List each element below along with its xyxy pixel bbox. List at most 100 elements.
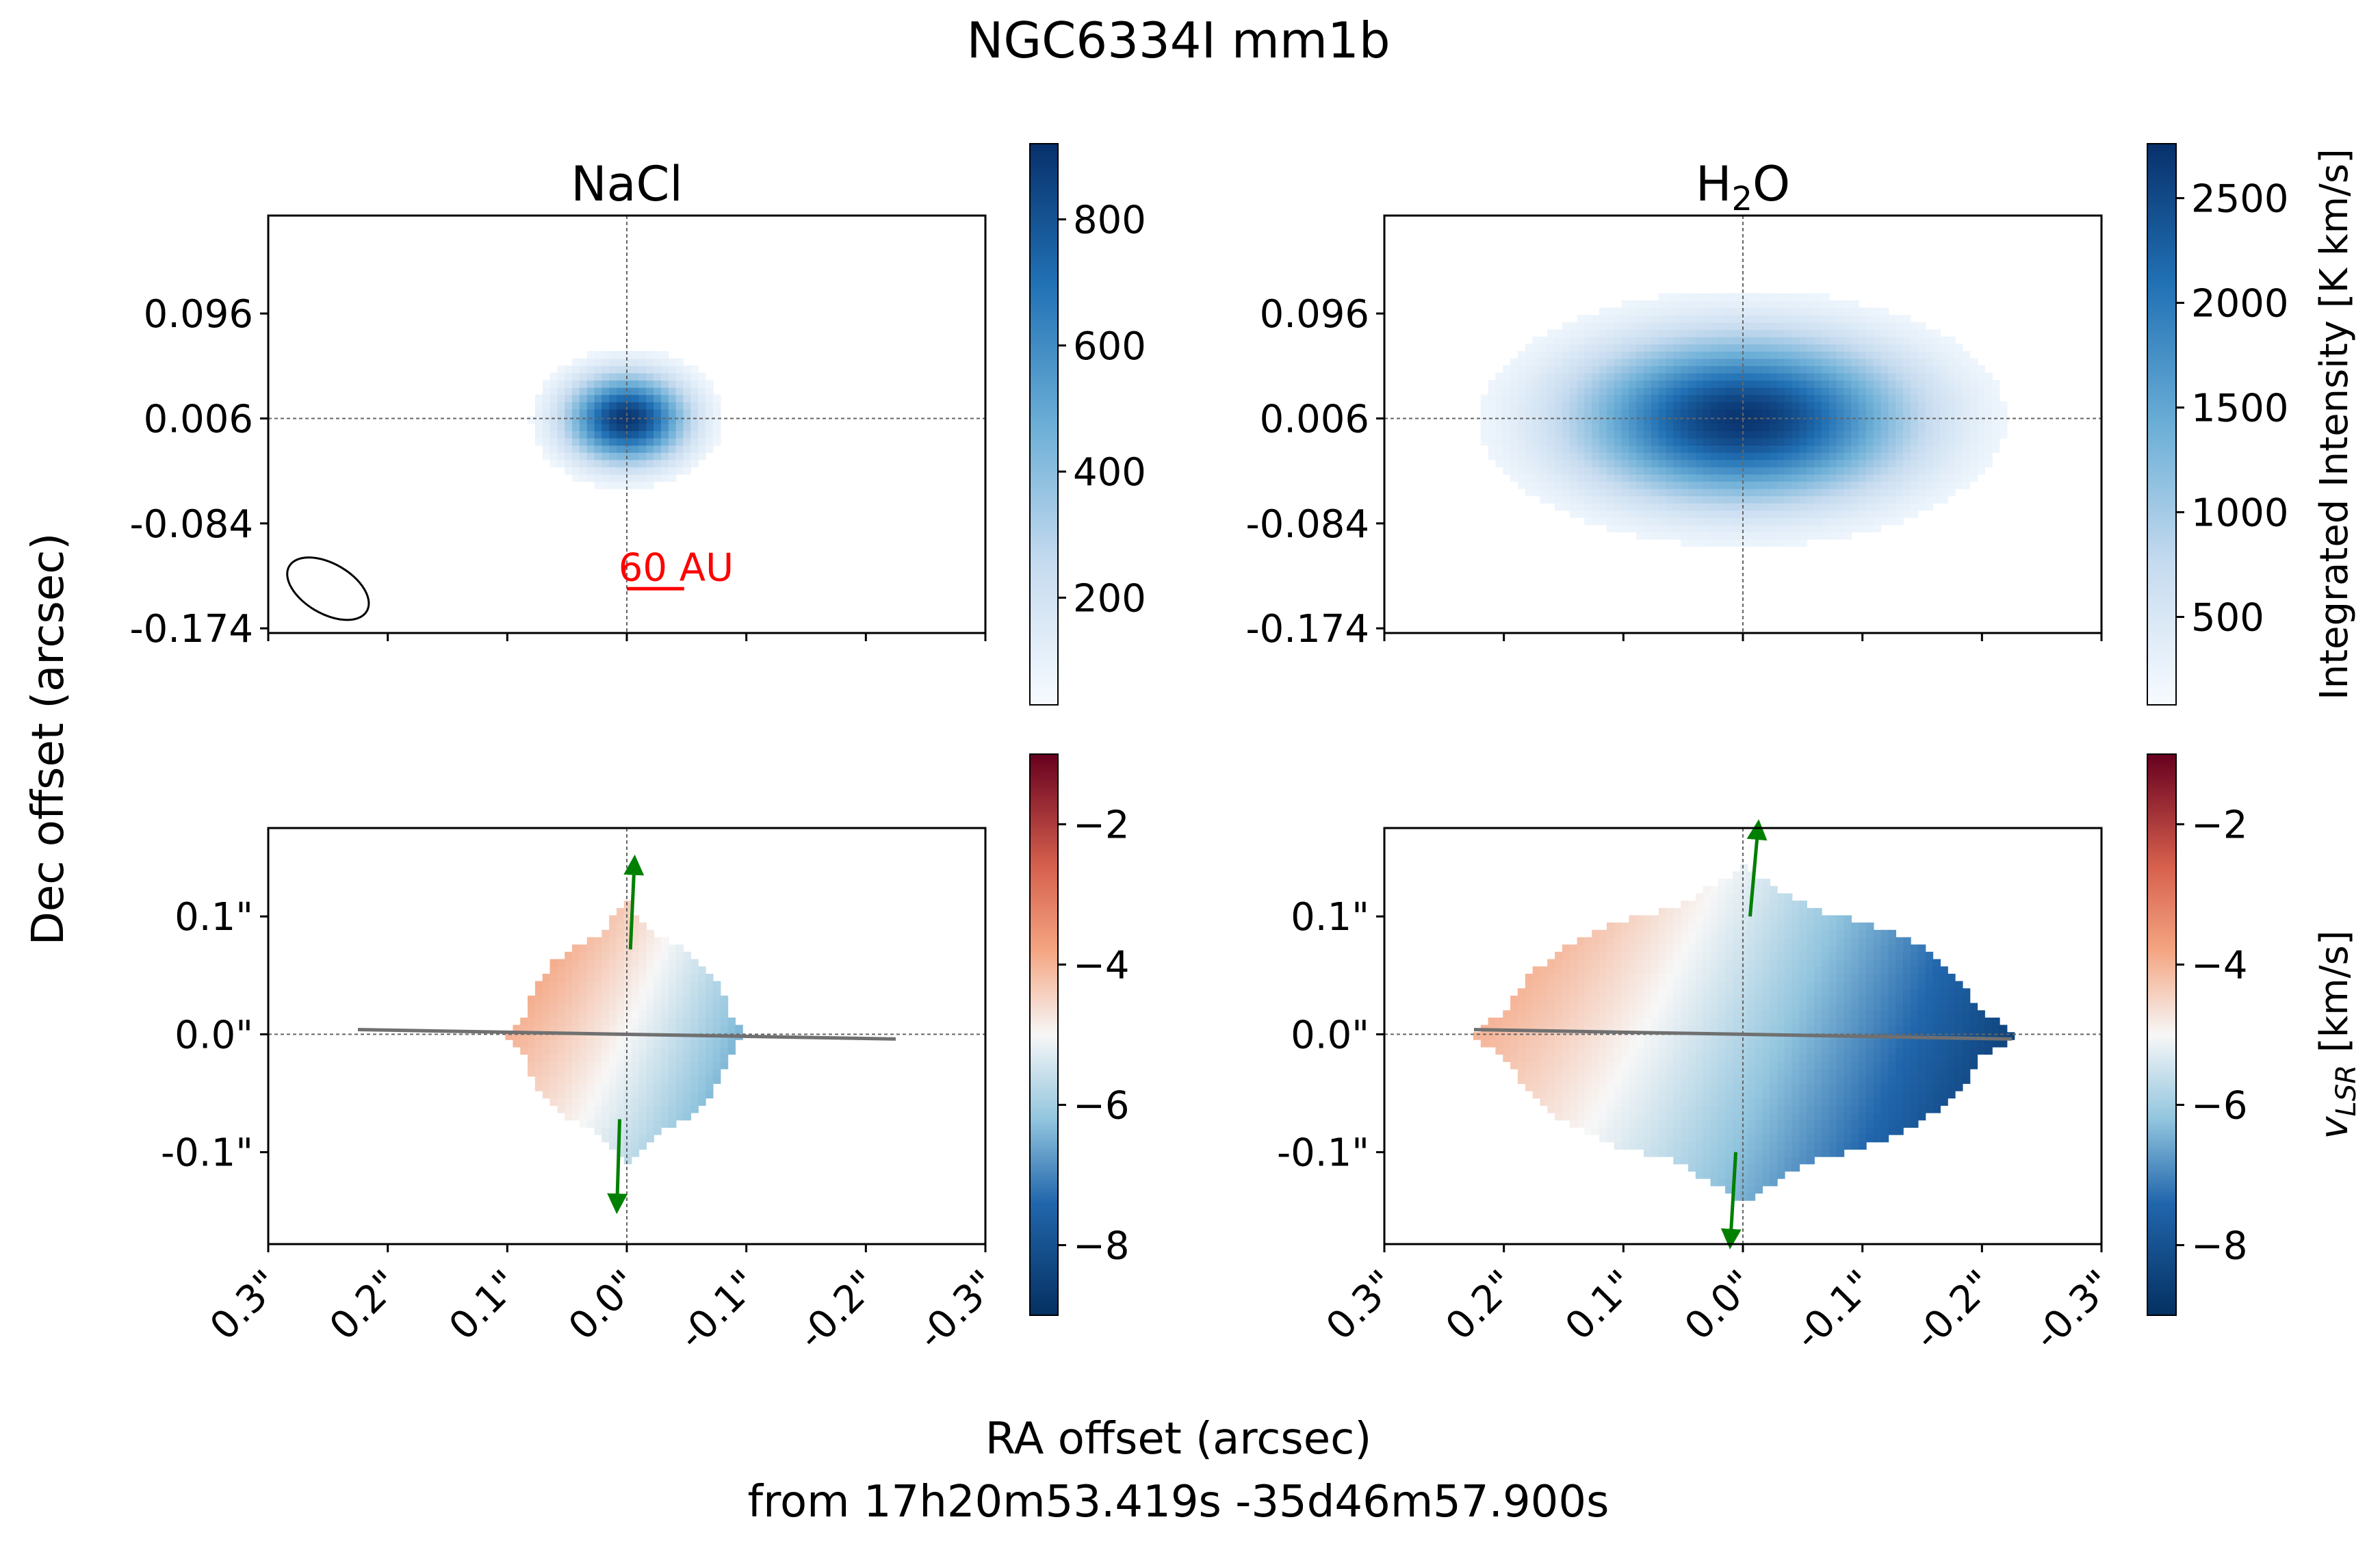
map-pixel [1755,495,1763,504]
map-pixel [1718,951,1726,960]
map-pixel [1569,459,1578,467]
map-pixel [1814,988,1822,996]
map-pixel [1733,1024,1741,1033]
map-pixel [594,1112,603,1121]
map-pixel [631,1054,640,1062]
map-pixel [1584,495,1592,504]
map-pixel [1851,1076,1859,1084]
map-pixel [542,1024,551,1033]
map-pixel [690,1090,699,1099]
map-pixel [727,1039,736,1048]
map-pixel [1658,430,1667,439]
map-pixel [1666,437,1674,446]
map-pixel [1851,380,1859,388]
map-pixel [1792,901,1800,909]
map-pixel [1525,1032,1534,1040]
map-pixel [1821,488,1830,497]
map-pixel [557,416,565,424]
map-pixel [1710,532,1719,540]
map-pixel [1540,1018,1548,1026]
map-pixel [1792,995,1800,1004]
x-axis-label-line1: RA offset (arcsec) [985,1414,1372,1464]
map-pixel [1777,915,1785,923]
map-pixel [1948,452,1956,461]
map-pixel [1532,416,1541,424]
map-pixel [1762,387,1770,396]
map-pixel [1695,445,1704,453]
map-pixel [1606,488,1615,497]
map-pixel [1592,1076,1600,1084]
map-pixel [1599,481,1607,489]
map-pixel [1799,1061,1807,1070]
map-pixel [1880,1098,1889,1106]
map-pixel [1747,445,1756,453]
y-tick-label: 0.006 [144,397,253,441]
map-pixel [1532,1054,1541,1062]
map-pixel [1651,409,1659,417]
map-pixel [1836,1024,1845,1033]
map-pixel [1784,1010,1793,1018]
map-pixel [572,966,580,974]
map-pixel [1747,437,1756,446]
map-pixel [1896,1083,1904,1092]
map-pixel [646,365,654,374]
map-pixel [1592,409,1600,417]
map-pixel [1770,907,1778,916]
map-pixel [1681,344,1689,352]
map-pixel [1703,1076,1711,1084]
map-pixel [1517,1010,1526,1018]
map-pixel [1873,1076,1882,1084]
map-pixel [654,416,662,424]
map-pixel [1525,358,1534,366]
map-pixel [549,1018,558,1026]
map-pixel [1844,951,1852,960]
map-pixel [698,973,706,982]
map-pixel [1584,951,1592,960]
map-pixel [609,1127,617,1135]
map-pixel [1873,1127,1882,1135]
map-pixel [1880,1120,1889,1128]
map-pixel [654,1105,662,1113]
map-pixel [1658,394,1667,402]
map-pixel [1733,358,1741,366]
map-pixel [1755,1120,1763,1128]
map-pixel [1614,929,1622,938]
map-pixel [1799,929,1807,938]
map-pixel [661,1003,669,1011]
map-pixel [1614,488,1622,497]
map-pixel [1681,358,1689,366]
map-pixel [1828,1134,1837,1143]
map-pixel [1903,1018,1911,1026]
map-pixel [1540,1032,1548,1040]
map-pixel [1969,394,1978,402]
map-pixel [1695,1083,1704,1092]
map-pixel [1517,467,1526,475]
map-pixel [1614,1120,1622,1128]
map-pixel [1888,336,1896,345]
map-pixel [1844,459,1852,467]
map-pixel [1932,966,1941,974]
map-pixel [1540,995,1548,1004]
map-pixel [631,1134,640,1143]
map-pixel [1962,358,1971,366]
map-pixel [683,1024,691,1033]
map-pixel [668,409,677,417]
map-pixel [602,394,610,402]
map-pixel [623,358,632,366]
map-pixel [1733,973,1741,982]
map-pixel [1658,344,1667,352]
map-pixel [1932,459,1941,467]
map-pixel [1739,864,1748,873]
panel-h2o-intensity: 0.0960.006-0.084-0.174H2O500100015002000… [1245,143,2357,706]
map-pixel [572,452,580,461]
map-pixel [1718,437,1726,446]
map-pixel [1836,1061,1845,1070]
map-pixel [1584,401,1592,410]
map-pixel [1658,951,1667,960]
map-pixel [1703,344,1711,352]
map-pixel [1777,539,1785,547]
map-pixel [1636,988,1644,996]
map-pixel [1592,981,1600,990]
map-pixel [1725,1083,1733,1092]
map-pixel [1948,1076,1956,1084]
